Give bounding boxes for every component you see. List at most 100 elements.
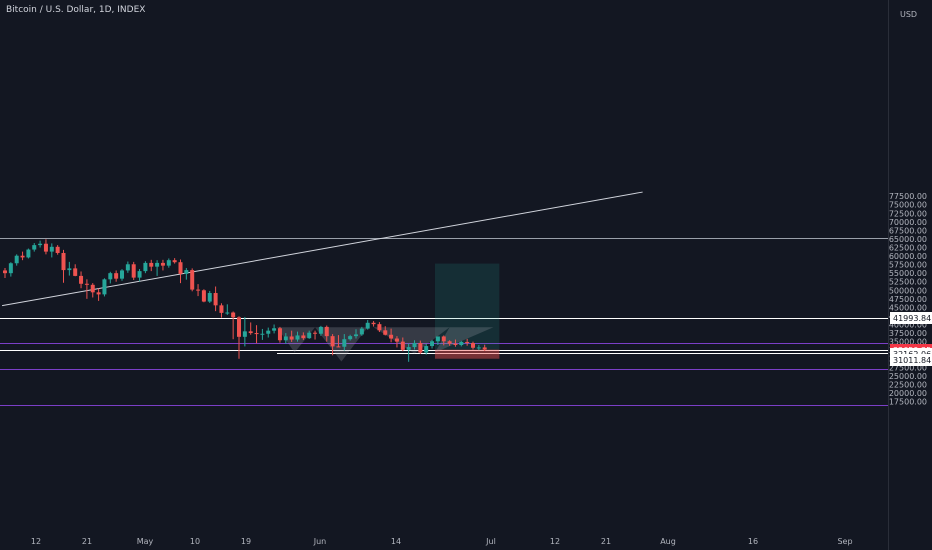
price-tick-label: 67500.00 bbox=[889, 226, 927, 235]
candle bbox=[348, 334, 353, 341]
candle-body bbox=[149, 262, 154, 267]
candle bbox=[441, 335, 446, 346]
candle bbox=[254, 325, 259, 344]
candle bbox=[96, 288, 101, 301]
candle-body bbox=[49, 246, 54, 252]
candle bbox=[430, 339, 435, 349]
candle-body bbox=[272, 328, 277, 331]
candle-body bbox=[389, 334, 394, 339]
candle-body bbox=[430, 341, 435, 347]
stop-zone bbox=[434, 349, 500, 359]
candle-body bbox=[196, 289, 201, 291]
lower-level-label: 31011.84 bbox=[893, 356, 931, 365]
candle bbox=[207, 290, 212, 303]
candle bbox=[383, 326, 388, 336]
candle-body bbox=[289, 336, 294, 340]
candle-body bbox=[459, 341, 464, 346]
candle-body bbox=[301, 335, 306, 339]
candle bbox=[196, 284, 201, 297]
candle-body bbox=[90, 284, 95, 293]
candle-body bbox=[348, 336, 353, 340]
candle bbox=[336, 335, 341, 348]
candle-body bbox=[447, 341, 452, 344]
candle-body bbox=[172, 260, 177, 263]
candle-body bbox=[318, 326, 323, 334]
candle bbox=[459, 340, 464, 347]
candle-body bbox=[354, 334, 358, 337]
price-tick-label: 60000.00 bbox=[889, 252, 927, 261]
candle-body bbox=[207, 293, 212, 302]
candle-body bbox=[295, 335, 300, 340]
candle bbox=[184, 268, 189, 280]
candle bbox=[435, 336, 440, 346]
candle-body bbox=[313, 332, 318, 334]
candle bbox=[365, 320, 370, 330]
candle-body bbox=[231, 312, 236, 318]
candle bbox=[301, 332, 306, 340]
candle bbox=[155, 260, 160, 276]
candle bbox=[172, 258, 177, 264]
candle bbox=[43, 239, 48, 255]
candle bbox=[324, 325, 329, 342]
candle-body bbox=[143, 262, 148, 272]
candle bbox=[219, 303, 224, 318]
lower-level-label-bg bbox=[890, 354, 932, 366]
time-tick-label: 12 bbox=[31, 537, 41, 546]
candle bbox=[272, 324, 277, 334]
price-tick-label: 25000.00 bbox=[889, 372, 927, 381]
candle bbox=[277, 326, 282, 343]
candle-body bbox=[131, 264, 136, 278]
candle bbox=[418, 340, 423, 354]
candle bbox=[266, 327, 271, 338]
candle bbox=[125, 261, 130, 273]
candle bbox=[482, 344, 487, 351]
candle-body bbox=[307, 332, 312, 339]
candle bbox=[359, 326, 364, 336]
candle-body bbox=[418, 342, 423, 353]
candle-body bbox=[465, 341, 470, 343]
candle-body bbox=[114, 273, 119, 279]
candle bbox=[49, 243, 54, 258]
price-tick-label: 57500.00 bbox=[889, 261, 927, 270]
candle-body bbox=[277, 328, 282, 341]
time-tick-label: 21 bbox=[601, 537, 611, 546]
candle bbox=[231, 311, 236, 340]
price-tick-label: 77500.00 bbox=[889, 192, 927, 201]
pattern-triangle bbox=[373, 327, 450, 354]
time-axis: 12 21 May 10 19 Jun 14 Jul 12 21 Aug 16 Sep bbox=[31, 537, 853, 546]
candle bbox=[190, 268, 195, 292]
trendline bbox=[1, 191, 643, 307]
candle bbox=[73, 264, 78, 277]
candle bbox=[32, 243, 37, 252]
candle-body bbox=[120, 270, 124, 279]
price-tick-label: 52500.00 bbox=[889, 278, 927, 287]
candle-body bbox=[84, 283, 89, 285]
candle bbox=[476, 345, 481, 351]
candle-body bbox=[201, 290, 206, 302]
candle bbox=[447, 340, 452, 346]
candle bbox=[412, 340, 417, 350]
candle bbox=[377, 322, 382, 333]
candle bbox=[289, 330, 294, 342]
candle-body bbox=[67, 268, 72, 271]
candle bbox=[213, 286, 218, 312]
candle bbox=[114, 270, 119, 282]
candle bbox=[149, 259, 154, 272]
candle bbox=[342, 334, 347, 351]
time-tick-label: 19 bbox=[241, 537, 251, 546]
candle-body bbox=[435, 336, 440, 342]
candle-body bbox=[254, 333, 259, 335]
price-tick-label: 62500.00 bbox=[889, 244, 927, 253]
candle-body bbox=[453, 343, 458, 346]
candle bbox=[471, 341, 475, 350]
chart-title: Bitcoin / U.S. Dollar, 1D, INDEX bbox=[6, 5, 146, 15]
candle-body bbox=[225, 312, 230, 314]
candle-body bbox=[43, 243, 48, 252]
candle-body bbox=[137, 271, 142, 278]
candle bbox=[225, 304, 230, 315]
time-tick-label: 12 bbox=[550, 537, 560, 546]
candle-body bbox=[55, 246, 60, 253]
candle bbox=[20, 251, 25, 261]
price-tick-label: 75000.00 bbox=[889, 201, 927, 210]
